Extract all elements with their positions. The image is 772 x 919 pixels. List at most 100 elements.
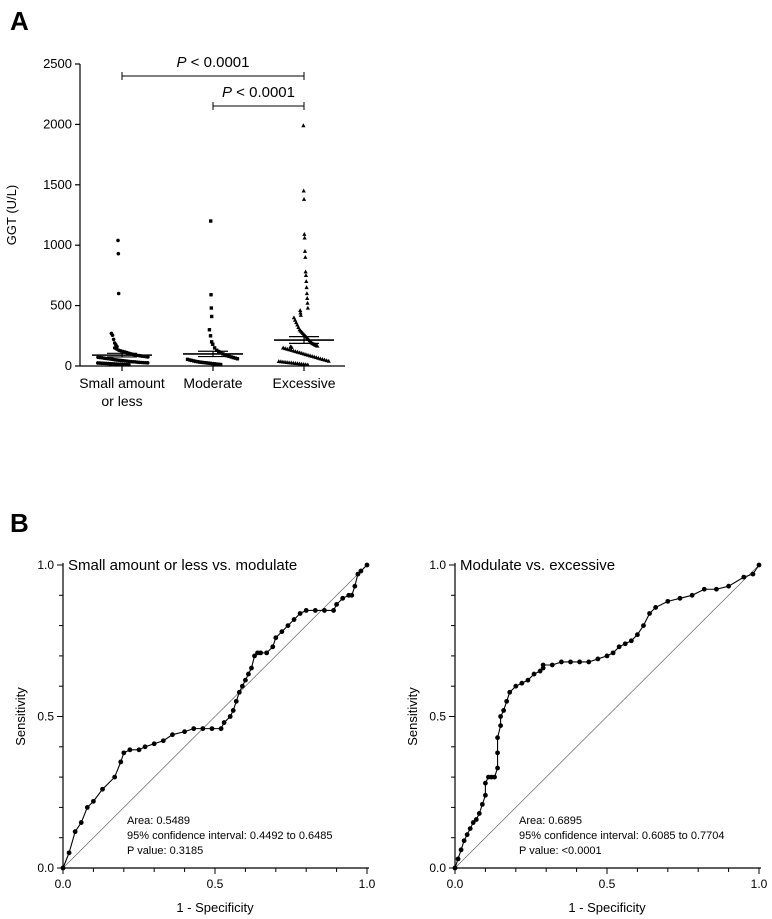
roc-point xyxy=(714,586,719,592)
x-tick-label: 0.0 xyxy=(55,877,72,891)
roc-point xyxy=(209,726,215,732)
roc-point xyxy=(273,635,279,641)
data-point xyxy=(219,351,223,355)
roc-point xyxy=(136,747,142,753)
roc-point xyxy=(726,583,731,589)
data-point xyxy=(225,354,229,358)
roc-point xyxy=(218,726,224,732)
roc-point xyxy=(458,847,464,853)
data-point xyxy=(187,358,192,362)
y-ticks: 0 500 1000 1500 2000 2500 xyxy=(43,56,80,373)
x-tick-label: 0.5 xyxy=(599,877,616,891)
y-tick-label: 2000 xyxy=(43,116,72,131)
y-tick-label: 1000 xyxy=(43,237,72,252)
data-point xyxy=(116,238,120,243)
roc-point xyxy=(540,662,546,668)
roc-point xyxy=(665,598,671,604)
data-point xyxy=(212,346,217,350)
panel-b-label: B xyxy=(10,508,29,538)
roc-point xyxy=(635,632,640,638)
roc-point xyxy=(60,865,66,871)
roc-point xyxy=(622,641,628,647)
data-point xyxy=(116,291,121,296)
data-point xyxy=(110,333,115,337)
roc-point xyxy=(495,735,500,741)
data-point xyxy=(194,359,198,364)
roc-point xyxy=(364,562,370,568)
roc-point xyxy=(349,592,355,598)
data-point xyxy=(206,361,210,365)
data-point xyxy=(216,362,221,367)
roc-point xyxy=(270,644,276,650)
roc-point xyxy=(78,820,84,825)
roc-point xyxy=(303,608,309,613)
roc-point xyxy=(641,623,646,628)
data-point xyxy=(214,362,219,366)
roc-point xyxy=(249,665,254,671)
data-point xyxy=(304,291,309,296)
roc-point xyxy=(483,792,488,798)
roc-point xyxy=(285,623,291,628)
y-tick-label: 0 xyxy=(65,358,72,373)
roc-point xyxy=(84,805,90,810)
data-point xyxy=(326,358,331,363)
roc-point xyxy=(258,650,263,656)
ci-label: 95% confidence interval: 0.6085 to 0.770… xyxy=(519,830,724,842)
x-tick-label: 0.5 xyxy=(207,877,224,891)
roc-point xyxy=(461,838,467,844)
roc-point xyxy=(322,608,327,613)
data-point xyxy=(218,362,223,367)
roc-point xyxy=(498,714,503,719)
data-point xyxy=(301,188,306,193)
x-tick-label: 1.0 xyxy=(359,877,376,891)
data-point xyxy=(301,196,307,201)
data-point xyxy=(233,356,238,360)
roc-point xyxy=(334,601,339,607)
roc-point xyxy=(577,659,583,665)
roc-point xyxy=(653,605,659,610)
roc-point xyxy=(750,571,756,577)
roc-point xyxy=(236,689,242,695)
data-point xyxy=(303,269,308,274)
roc-point xyxy=(355,571,361,577)
data-point xyxy=(298,308,303,313)
p-symbol: P xyxy=(177,54,187,71)
data-point xyxy=(315,343,320,348)
data-point xyxy=(298,310,303,315)
roc-point xyxy=(616,644,622,650)
y-tick-label: 1.0 xyxy=(429,558,446,572)
reference-diagonal xyxy=(454,564,760,869)
mean-error-bars xyxy=(92,336,334,358)
data-point xyxy=(235,357,240,361)
roc-point xyxy=(525,677,531,683)
data-point xyxy=(192,359,196,363)
roc-point xyxy=(233,698,239,704)
x-tick-label: 1.0 xyxy=(751,877,768,891)
pvalue-label: P value: 0.3185 xyxy=(127,845,203,857)
data-point xyxy=(302,235,307,240)
roc-point xyxy=(647,611,652,616)
roc-point xyxy=(151,741,157,747)
roc-point xyxy=(66,850,72,856)
roc-point xyxy=(470,820,476,825)
roc-point xyxy=(112,774,118,780)
roc-point xyxy=(559,659,564,665)
roc-title: Modulate vs. excessive xyxy=(460,557,615,574)
y-tick-label: 1500 xyxy=(43,177,72,192)
roc-point xyxy=(239,683,245,689)
data-point xyxy=(223,353,227,357)
data-point xyxy=(305,305,310,310)
roc-point xyxy=(519,680,525,686)
roc-point xyxy=(291,617,297,622)
data-point xyxy=(209,314,214,319)
data-point xyxy=(209,306,214,310)
roc-point xyxy=(452,865,458,871)
data-point xyxy=(210,361,215,366)
roc-point xyxy=(492,774,497,780)
panel-a-label: A xyxy=(10,6,29,36)
roc-point xyxy=(476,811,482,816)
y-axis-label: Sensitivity xyxy=(13,687,28,746)
roc-point xyxy=(142,744,148,750)
